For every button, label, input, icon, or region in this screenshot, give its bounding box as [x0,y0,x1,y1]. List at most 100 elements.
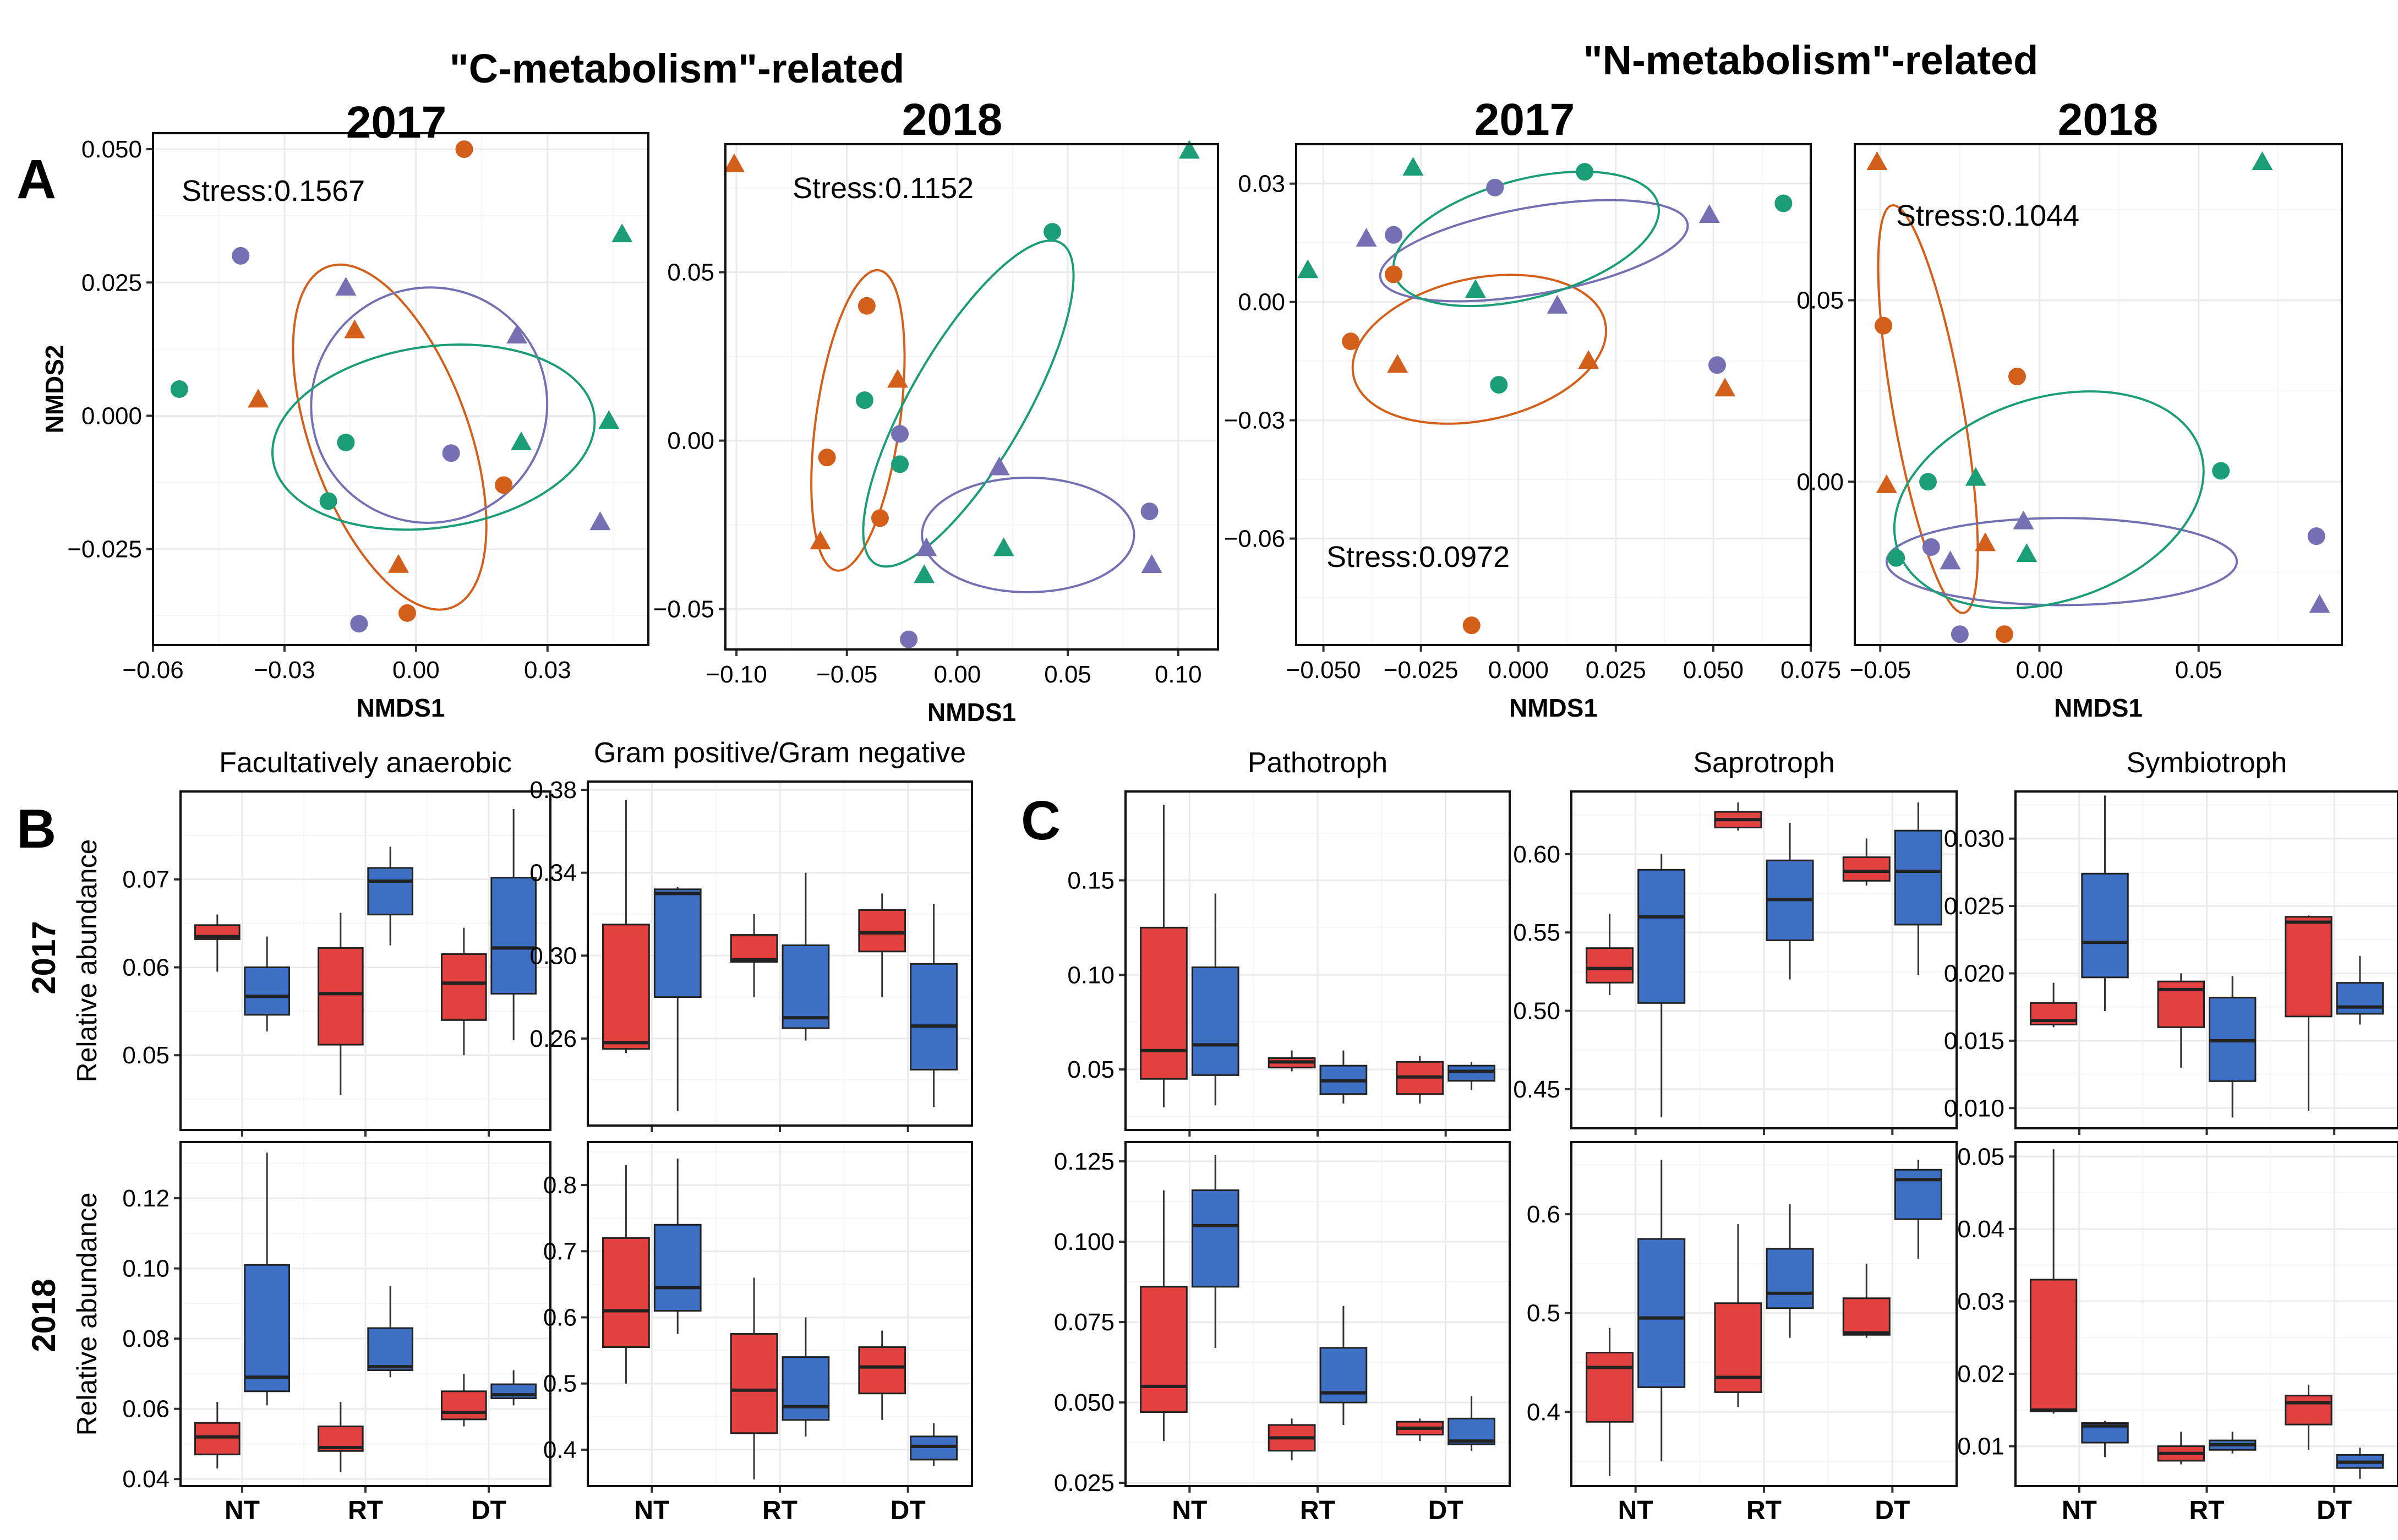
x-category-label: DT [1875,1496,1910,1525]
confidence-ellipse [292,263,488,611]
box-red [441,1390,487,1421]
box-blue [244,1264,290,1392]
boxplot-panel-2: 0.04 0.06 0.08 0.10 0.12 NT RT DT Relative abund… [72,1141,551,1525]
y-tick-label: 0.12 [122,1185,170,1212]
sample-point-triangle [248,389,269,408]
plot-frame [1570,790,1958,1129]
y-axis-label: Relative abundance [72,1193,102,1436]
x-tick-label: 0.00 [2016,657,2063,684]
box-blue [1191,1189,1239,1288]
panel-year-title: 2018 [902,95,1002,145]
x-tick-label: 0.00 [392,657,440,684]
plot-frame [1124,790,1511,1131]
panel-label-c: C [1021,790,1061,851]
sample-point-triangle [1940,550,1961,570]
plot-frame [2014,1141,2398,1487]
y-tick-label: −0.03 [1224,407,1285,434]
sample-point-circle [1995,625,2013,643]
sample-point-circle [855,391,873,409]
plot-background [1855,144,2342,645]
sample-point-circle [319,492,337,510]
facet-strip-title: Gram positive/Gram negative [594,737,966,769]
confidence-ellipse [1893,390,2205,610]
stress-label: Stress:0.0972 [1326,540,1510,574]
sample-point-triangle [810,531,831,550]
x-category-label: NT [1172,1496,1207,1525]
c-metabolism-title: "C-metabolism"-related [450,46,905,91]
plot-frame [2014,790,2398,1129]
y-tick-label: 0.38 [529,777,577,804]
sample-point-circle [398,604,416,622]
sample-point-triangle [2016,543,2038,563]
sample-point-circle [891,455,909,473]
sample-point-triangle [1876,474,1897,493]
y-tick-label: 0.60 [1513,841,1560,868]
sample-point-triangle [2309,594,2330,613]
y-tick-label: 0.10 [122,1255,170,1282]
y-tick-label: 0.04 [122,1466,170,1493]
x-tick-label: −0.05 [816,661,877,688]
x-category-label: DT [1428,1496,1463,1525]
x-category-label: RT [762,1496,797,1525]
sample-point-circle [818,449,836,467]
nmds-panel-0: −0.06 −0.03 0.00 0.03 −0.025 0.000 0.025 0.050 2… [40,97,649,722]
y-tick-label: 0.03 [1957,1288,2004,1315]
box-blue [2081,872,2129,979]
box-red [1586,947,1634,984]
sample-point-circle [442,444,460,462]
sample-point-circle [900,630,918,648]
sample-point-triangle [506,325,528,344]
sample-point-triangle [1714,378,1736,397]
x-tick-label: 0.03 [524,657,571,684]
confidence-ellipse [1379,199,1689,303]
box-red [2029,1279,2078,1412]
y-tick-label: 0.4 [543,1437,577,1463]
y-tick-label: −0.05 [653,596,714,623]
box-blue [367,867,413,916]
sample-point-circle [1462,616,1481,635]
sample-point-circle [1922,538,1940,556]
x-category-label: DT [471,1496,506,1525]
sample-point-triangle [1178,140,1200,159]
x-category-label: DT [891,1496,926,1525]
y-tick-label: 0.050 [1054,1389,1115,1416]
box-blue [910,963,958,1071]
y-tick-label: 0.05 [1957,1143,2004,1170]
box-red [318,947,364,1046]
y-tick-label: 0.55 [1513,919,1560,946]
plot-frame [179,790,551,1131]
sample-point-triangle [1578,350,1599,369]
boxplot-panel-9: 0.01 0.02 0.03 0.04 0.05 NT RT DT [1957,1141,2398,1525]
x-tick-label: 0.10 [1155,661,1202,688]
plot-frame [1124,1141,1511,1487]
y-tick-label: 0.6 [543,1304,577,1331]
y-tick-label: 0.4 [1527,1399,1560,1426]
sample-point-triangle [388,554,409,573]
boxplot-panel-3: 0.4 0.5 0.6 0.7 0.8 NT RT DT [543,1141,973,1525]
sample-point-circle [170,380,188,398]
sample-point-triangle [1866,151,1888,170]
x-tick-label: 0.00 [934,661,981,688]
sample-point-circle [1887,549,1905,567]
confidence-ellipse [862,239,1075,568]
x-category-label: NT [1618,1496,1653,1525]
y-tick-label: 0.000 [81,402,142,429]
box-blue [244,966,290,1016]
box-red [194,1422,241,1456]
boxplot-panel-1: 0.26 0.30 0.34 0.38 Gram positive/Gram negat… [529,737,973,1132]
sample-point-triangle [724,153,745,172]
y-tick-label: 0.06 [122,1396,170,1423]
sample-point-circle [1951,625,1969,643]
plot-frame [1854,143,2343,646]
y-tick-label: −0.06 [1224,526,1285,553]
sample-point-triangle [916,537,937,556]
box-blue [1894,829,1942,926]
y-tick-label: 0.50 [1513,998,1560,1025]
sample-point-triangle [1356,227,1377,247]
facet-strip-title: Symbiotroph [2127,747,2287,779]
y-tick-label: 0.15 [1067,867,1115,894]
x-tick-label: 0.05 [2175,657,2222,684]
box-blue [1766,1248,1814,1309]
facet-strip-title: Facultatively anaerobic [219,747,512,779]
y-tick-label: 0.025 [1054,1470,1115,1497]
